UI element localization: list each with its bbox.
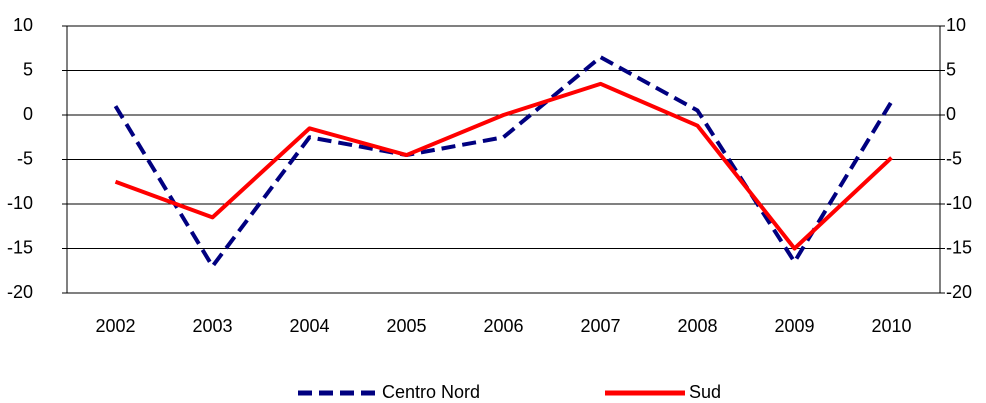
series-line [113, 55, 894, 269]
y2-tick-label: 0 [946, 104, 956, 124]
y-tick-label: 0 [23, 104, 33, 124]
y2-tick-label: 5 [946, 59, 956, 79]
y-tick-label: 10 [13, 15, 33, 35]
y-tick-label: -15 [7, 237, 33, 257]
y2-tick-label: -15 [946, 237, 972, 257]
legend-label: Sud [689, 382, 721, 402]
y-tick-label: -5 [17, 148, 33, 168]
x-tick-label: 2003 [192, 316, 232, 336]
x-tick-label: 2005 [386, 316, 426, 336]
legend-label: Centro Nord [382, 382, 480, 402]
x-tick-label: 2009 [774, 316, 814, 336]
y-tick-label: -10 [7, 193, 33, 213]
x-tick-label: 2008 [677, 316, 717, 336]
y-tick-label: 5 [23, 59, 33, 79]
x-tick-label: 2004 [289, 316, 329, 336]
x-tick-label: 2007 [580, 316, 620, 336]
y2-tick-label: -20 [946, 282, 972, 302]
y2-tick-label: 10 [946, 15, 966, 35]
y2-tick-label: -10 [946, 193, 972, 213]
x-tick-label: 2010 [871, 316, 911, 336]
x-tick-label: 2006 [483, 316, 523, 336]
y-tick-label: -20 [7, 282, 33, 302]
series-line [114, 81, 893, 251]
x-tick-label: 2002 [95, 316, 135, 336]
y2-tick-label: -5 [946, 148, 962, 168]
